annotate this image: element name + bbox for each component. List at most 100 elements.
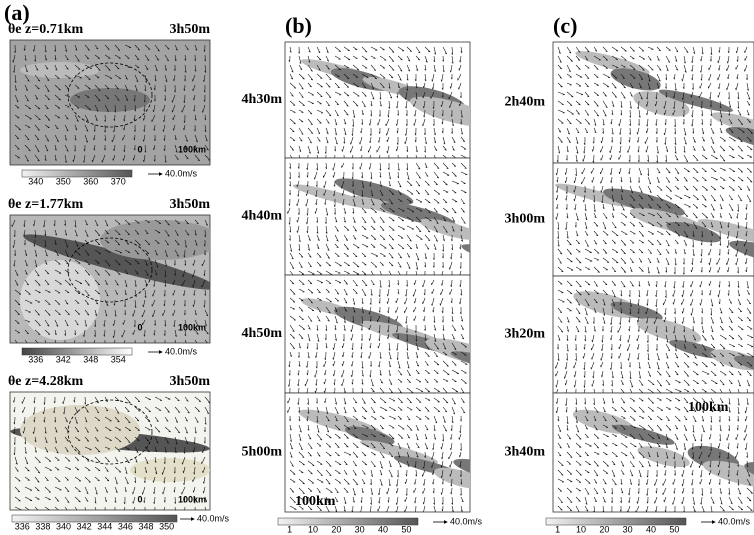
shading (20, 62, 100, 78)
label: 340 (56, 521, 71, 531)
label: 20 (331, 524, 341, 534)
shading (702, 460, 754, 488)
label: 3h20m (505, 327, 546, 342)
circle (67, 62, 153, 128)
circle (67, 237, 153, 303)
field (10, 396, 210, 510)
shading (130, 458, 210, 482)
label: θe z=4.28km (8, 374, 83, 389)
wind-vectors (555, 397, 753, 512)
shading (575, 51, 650, 75)
label: 2h40m (505, 95, 546, 110)
label: 4h50m (242, 326, 283, 341)
wind-vectors (288, 46, 468, 158)
shading (292, 184, 379, 210)
shading (697, 219, 754, 245)
shading (612, 424, 675, 445)
shading (20, 260, 100, 340)
label: 3h50m (170, 374, 211, 389)
label: 1 (555, 524, 560, 534)
label: 370 (111, 176, 126, 186)
colorbar (277, 517, 419, 526)
shading (733, 355, 754, 378)
label: 360 (83, 176, 98, 186)
shading (100, 220, 210, 260)
label: 100km (178, 494, 206, 504)
field (288, 279, 470, 393)
label: (c) (553, 13, 577, 38)
label: 348 (83, 354, 98, 364)
shading (636, 318, 702, 344)
wind-vectors (555, 167, 753, 275)
field (11, 219, 210, 343)
wind-vectors (12, 44, 210, 163)
shading (70, 88, 150, 112)
shading (658, 89, 733, 112)
label: 354 (111, 354, 126, 364)
shading (610, 301, 663, 321)
label: 100km (295, 494, 336, 509)
label: 40.0m/s (165, 346, 198, 356)
shading (725, 126, 754, 152)
label: θe z=0.71km (8, 22, 83, 37)
label: 10 (308, 524, 318, 534)
shading (20, 405, 140, 455)
field (555, 167, 754, 275)
field (288, 46, 528, 158)
shading (610, 68, 661, 91)
label: 342 (77, 521, 92, 531)
shading (469, 112, 528, 142)
shading (603, 188, 685, 217)
field (287, 397, 470, 512)
label: 348 (139, 521, 154, 531)
label: 20 (599, 524, 609, 534)
label: 40 (378, 524, 388, 534)
wind-vectors (556, 46, 753, 163)
shading (419, 218, 470, 241)
label: 1 (287, 524, 292, 534)
label: 344 (97, 521, 112, 531)
wind-vectors (11, 219, 209, 343)
label: θe z=1.77km (8, 197, 83, 212)
colorbar (545, 517, 687, 526)
field (555, 280, 754, 393)
label: 30 (355, 524, 365, 534)
label: 4h40m (242, 209, 283, 224)
label: 342 (56, 354, 71, 364)
label: 346 (118, 521, 133, 531)
label: 4h30m (242, 92, 283, 107)
label: 350 (159, 521, 174, 531)
label: 340 (28, 176, 43, 186)
field (556, 46, 754, 163)
label: 100km (688, 400, 729, 415)
label: (a) (4, 0, 30, 25)
shading (637, 446, 690, 467)
label: 3h50m (170, 197, 211, 212)
shading (345, 426, 395, 445)
circle (67, 399, 153, 465)
colorbar (11, 514, 178, 523)
label: 40.0m/s (450, 516, 483, 526)
label: 10 (576, 524, 586, 534)
label: 40.0m/s (165, 168, 198, 178)
label: 5h00m (242, 445, 283, 460)
label: 40.0m/s (197, 513, 230, 523)
shading (359, 440, 438, 464)
label: 50 (401, 524, 411, 534)
label: 100km (178, 144, 206, 154)
wind-vectors (288, 279, 468, 393)
wind-vectors (287, 397, 466, 512)
label: 336 (15, 521, 30, 531)
wind-vectors (555, 280, 754, 393)
label: 338 (35, 521, 50, 531)
label: 100km (178, 322, 206, 332)
field (555, 397, 754, 512)
label: 0 (137, 322, 142, 332)
label: 350 (56, 176, 71, 186)
shading (23, 234, 210, 290)
label: 40.0m/s (718, 516, 751, 526)
label: (b) (285, 13, 312, 38)
shading (334, 178, 414, 205)
label: 50 (669, 524, 679, 534)
